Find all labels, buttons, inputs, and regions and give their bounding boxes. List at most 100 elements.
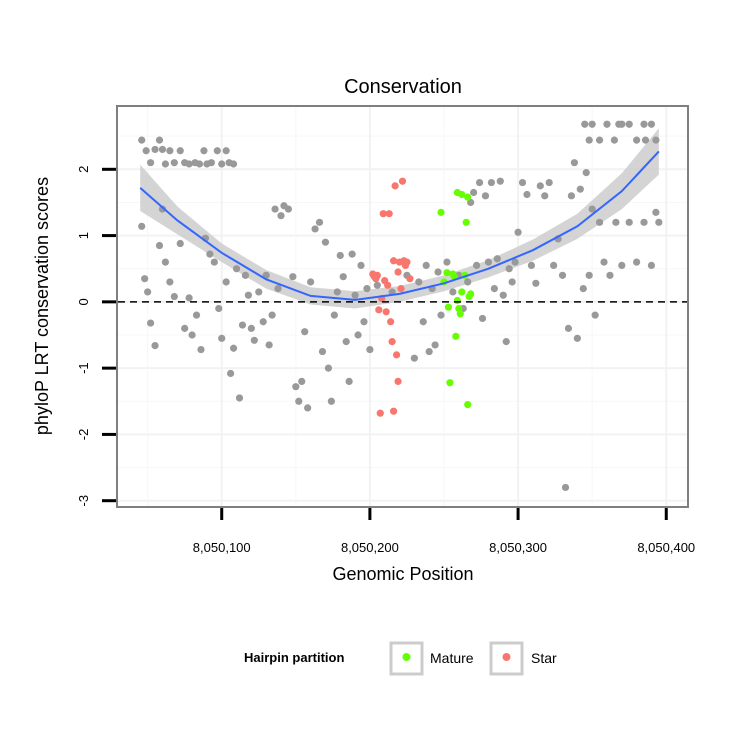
- data-point: [336, 251, 344, 260]
- data-point: [210, 258, 218, 266]
- data-point: [142, 147, 150, 155]
- data-point: [158, 145, 167, 154]
- data-point: [582, 169, 590, 177]
- data-point: [561, 483, 570, 492]
- data-point: [207, 159, 215, 167]
- data-point: [176, 147, 184, 155]
- legend: Hairpin partition Mature Star: [244, 641, 557, 676]
- data-point: [550, 261, 558, 270]
- data-point: [487, 178, 496, 187]
- data-point: [581, 120, 589, 128]
- star-point: [397, 285, 405, 293]
- data-point: [640, 218, 648, 226]
- data-point: [585, 271, 593, 279]
- y-tick-label: -2: [76, 429, 91, 441]
- data-point: [155, 136, 164, 144]
- y-tick-label: -3: [76, 495, 91, 507]
- star-point: [382, 308, 390, 316]
- star-point: [398, 177, 407, 185]
- data-point: [170, 159, 178, 167]
- data-point: [146, 159, 155, 167]
- data-point: [138, 136, 146, 144]
- legend-label-star: Star: [531, 650, 557, 666]
- data-point: [652, 136, 660, 144]
- mature-point: [453, 296, 461, 305]
- data-point: [274, 285, 282, 293]
- mature-point: [458, 288, 466, 296]
- data-point: [527, 261, 536, 270]
- data-point: [545, 178, 553, 187]
- data-point: [464, 278, 472, 286]
- data-point: [333, 288, 341, 296]
- data-point: [284, 205, 293, 213]
- data-point: [493, 255, 501, 263]
- data-point: [610, 136, 618, 144]
- data-point: [351, 291, 359, 299]
- data-point: [227, 369, 235, 378]
- data-point: [222, 278, 230, 286]
- plot-panel-border: [116, 105, 689, 508]
- data-point: [268, 311, 276, 319]
- data-point: [595, 136, 604, 144]
- data-point: [146, 319, 155, 327]
- legend-label-mature: Mature: [430, 650, 474, 666]
- legend-point-star: [502, 653, 511, 661]
- mature-point: [462, 218, 470, 226]
- data-point: [218, 334, 226, 342]
- data-point: [570, 159, 578, 167]
- data-point: [467, 198, 475, 207]
- data-point: [431, 341, 439, 349]
- data-point: [301, 328, 309, 336]
- data-point: [166, 147, 174, 155]
- data-point: [591, 311, 599, 319]
- star-point: [384, 281, 392, 289]
- confidence-ribbon: [140, 128, 659, 309]
- data-point: [514, 228, 522, 236]
- data-point: [532, 279, 540, 287]
- data-point: [536, 182, 544, 190]
- data-point: [185, 160, 193, 168]
- legend-item-mature: Mature: [389, 641, 474, 676]
- data-point: [641, 136, 650, 144]
- x-tick-label: 8,050,300: [489, 540, 547, 555]
- data-point: [357, 261, 365, 270]
- mature-point: [443, 269, 451, 277]
- data-point: [158, 205, 167, 213]
- data-point: [567, 192, 576, 200]
- data-point: [170, 292, 178, 301]
- mature-point: [464, 193, 472, 201]
- star-point: [394, 268, 402, 276]
- grid: [118, 107, 687, 506]
- data-point: [470, 188, 478, 197]
- data-point: [655, 218, 663, 226]
- data-point: [235, 394, 244, 402]
- data-point: [481, 192, 490, 200]
- data-point: [277, 212, 285, 220]
- data-point: [478, 314, 487, 323]
- data-point: [541, 192, 549, 200]
- points-layer: [138, 120, 663, 492]
- data-point: [213, 147, 221, 155]
- data-point: [348, 250, 356, 258]
- data-point: [161, 258, 170, 266]
- data-point: [511, 258, 519, 266]
- data-point: [502, 338, 510, 346]
- data-point: [600, 258, 608, 266]
- smooth-line: [139, 150, 660, 301]
- data-point: [475, 178, 484, 187]
- data-point: [518, 178, 527, 187]
- data-point: [615, 120, 623, 128]
- y-axis-title: phyloP LRT conservation scores: [32, 177, 52, 435]
- x-tick-label: 8,050,100: [193, 540, 251, 555]
- data-point: [443, 258, 451, 266]
- data-point: [633, 258, 641, 266]
- data-point: [640, 120, 648, 128]
- data-point: [588, 120, 596, 128]
- data-point: [307, 278, 315, 286]
- data-point: [229, 344, 238, 352]
- data-point: [315, 218, 324, 226]
- data-point: [647, 261, 656, 270]
- mature-point: [467, 290, 475, 298]
- data-point: [215, 304, 223, 313]
